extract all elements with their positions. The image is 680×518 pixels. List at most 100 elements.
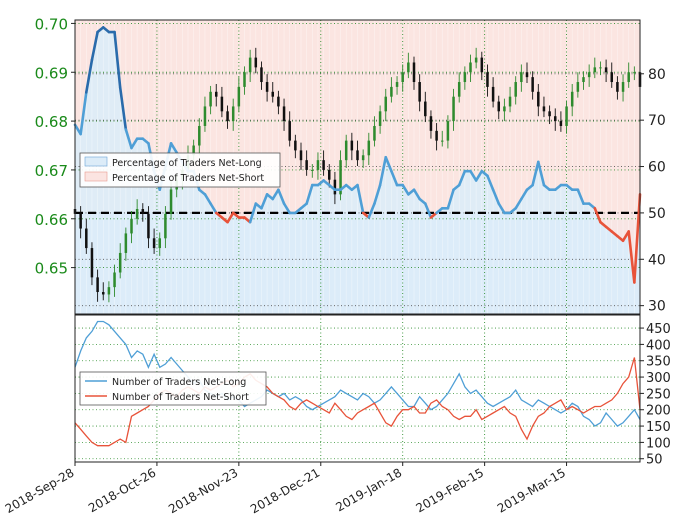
price-candle-body [503, 106, 506, 112]
net-long-percentage-segment [497, 202, 506, 215]
net-long-percentage-segment [633, 193, 642, 284]
net-long-percentage-segment [203, 193, 212, 205]
price-candle-body [288, 121, 291, 141]
left-axis-tick-label: 0.68 [35, 113, 68, 131]
net-long-percentage-segment [356, 183, 365, 215]
top-legend: Percentage of Traders Net-Long Percentage… [79, 152, 281, 188]
price-candle-body [209, 91, 212, 107]
price-candle-body [226, 111, 229, 122]
right-axis-tick-label: 60 [648, 160, 666, 176]
price-candle-body [254, 57, 258, 68]
price-candle-body [147, 213, 150, 239]
price-candle-body [96, 277, 99, 293]
net-long-percentage-segment [401, 183, 410, 196]
bottom-right-axis-tick-label: 450 [646, 322, 671, 337]
price-candle-body [113, 272, 116, 288]
price-candle-body [333, 179, 337, 195]
price-candle-body [395, 82, 399, 87]
price-candle-body [118, 252, 122, 273]
price-candle-body [294, 140, 297, 151]
net-long-percentage-segment [79, 91, 88, 136]
price-candle-body [424, 101, 427, 117]
net-long-percentage-segment [536, 160, 546, 187]
right-axis-tick-label: 40 [648, 252, 666, 268]
price-candle-body [429, 116, 433, 131]
price-candle-body [390, 86, 393, 97]
bottom-right-axis-tick-label: 350 [646, 355, 671, 370]
bottom-legend: Number of Traders Net-Long Number of Trad… [79, 371, 267, 406]
price-candle-body [401, 72, 404, 83]
legend-entry-label: Number of Traders Net-Long [112, 377, 246, 388]
net-long-percentage-segment [576, 188, 585, 205]
bottom-right-axis-tick-label: 400 [646, 338, 671, 353]
price-candle-body [587, 72, 591, 78]
price-candle-body [367, 140, 371, 156]
price-candle-body [610, 72, 614, 83]
price-candle-body [520, 72, 523, 83]
net-long-percentage-segment [520, 188, 529, 201]
price-candle-body [237, 86, 241, 107]
x-axis-tick-label: 2018-Dec-21 [248, 465, 322, 514]
price-candle-body [440, 140, 444, 142]
left-axis-tick-label: 0.66 [35, 211, 68, 229]
price-candle-body [373, 125, 376, 141]
net-long-percentage-segment [260, 193, 269, 210]
price-candle-body [514, 82, 517, 97]
price-candle-body [463, 72, 467, 83]
price-candle-body [508, 96, 512, 107]
left-axis-tick-label: 0.67 [35, 162, 68, 180]
net-long-count-line [74, 320, 641, 427]
net-long-percentage-segment [277, 188, 286, 205]
x-axis-tick-label: 2018-Oct-26 [86, 465, 158, 514]
left-axis-tick-label: 0.69 [35, 64, 68, 82]
x-axis-tick-label: 2018-Nov-23 [166, 465, 240, 514]
net-long-percentage-segment [90, 30, 99, 62]
net-long-percentage-segment [531, 160, 540, 187]
legend-swatch [84, 156, 108, 167]
price-candle-body [130, 218, 133, 234]
x-axis-tick-label: 2018-Sep-28 [3, 465, 77, 514]
price-candle-body [169, 189, 173, 214]
price-candle-body [491, 86, 495, 102]
price-candle-body [344, 140, 348, 161]
price-candle-body [480, 57, 484, 73]
net-long-percentage-segment [423, 202, 433, 219]
net-long-percentage-segment [486, 174, 495, 192]
right-axis-tick-label: 30 [648, 299, 666, 315]
legend-box [79, 152, 281, 188]
right-axis-tick-label: 70 [648, 113, 666, 129]
price-candle-body [260, 67, 263, 83]
price-candle-body [452, 96, 455, 122]
price-candle-body [158, 238, 162, 249]
price-candle-body [90, 248, 94, 278]
price-candle-body [582, 77, 585, 83]
price-candle-body [593, 67, 597, 73]
price-candle-body [457, 82, 461, 97]
net-long-percentage-segment [282, 202, 292, 215]
net-long-percentage-segment [412, 188, 421, 201]
price-candle-body [378, 111, 382, 126]
price-candle-body [152, 238, 156, 249]
price-candle-body [214, 91, 218, 97]
bottom-right-axis-tick-label: 50 [646, 453, 663, 468]
price-candle-body [271, 91, 275, 97]
net-long-percentage-segment [384, 155, 393, 173]
price-candle-body [198, 125, 201, 146]
left-axis-tick-label: 0.70 [35, 15, 68, 33]
net-long-percentage-segment [367, 202, 376, 219]
price-candle-body [265, 82, 269, 92]
legend-entry-label: Percentage of Traders Net-Short [112, 173, 264, 184]
net-long-percentage-segment [118, 86, 128, 131]
net-long-percentage-segment [373, 183, 382, 205]
legend-entry-label: Number of Traders Net-Short [112, 392, 249, 403]
price-candle-body [277, 96, 280, 107]
net-long-percentage-segment [514, 197, 523, 210]
price-candle-body [311, 169, 314, 171]
price-candle-body [361, 155, 365, 161]
price-candle-body [220, 96, 224, 112]
price-candle-body [616, 82, 619, 92]
x-axis-tick-label: 2019-Feb-15 [414, 465, 487, 514]
price-candle-body [107, 287, 111, 295]
price-candle-body [418, 82, 421, 102]
price-candle-body [542, 106, 546, 112]
